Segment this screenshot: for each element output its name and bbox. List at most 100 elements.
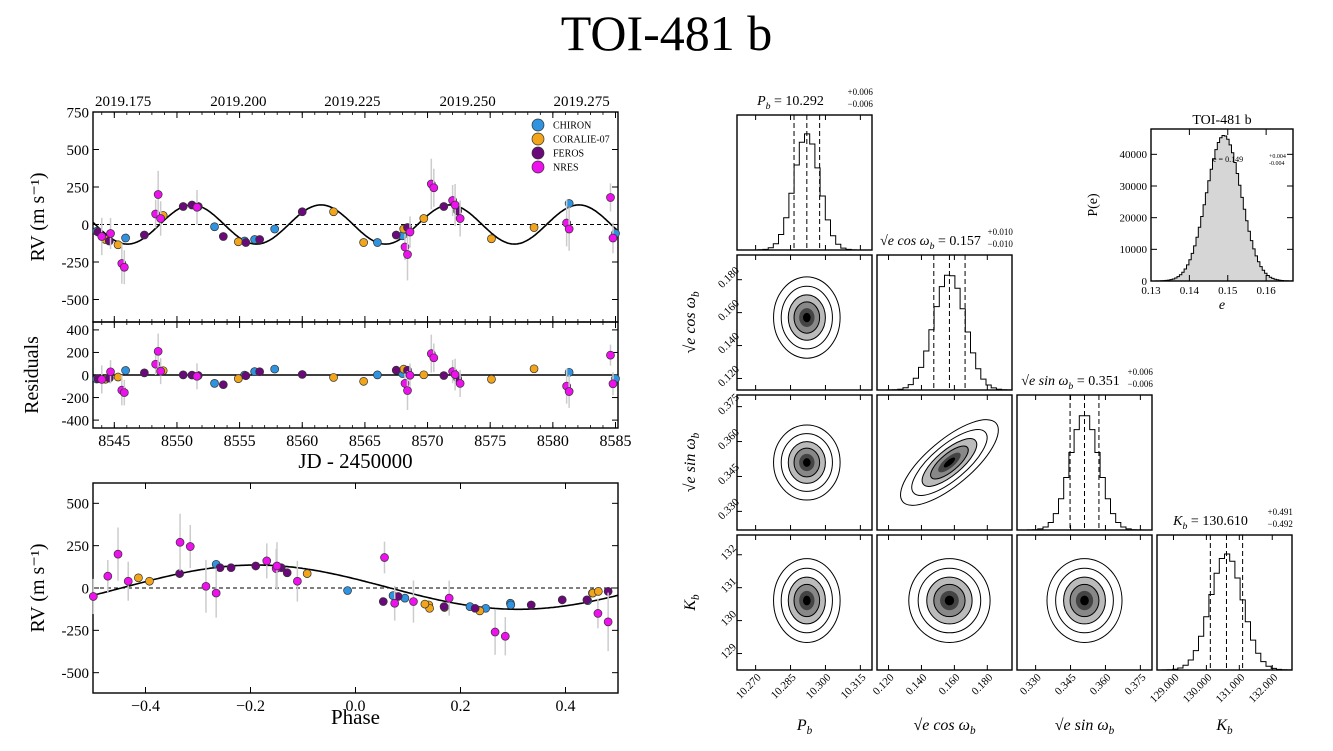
residual-point-feros [297, 370, 307, 379]
rv-point-nres [156, 214, 166, 223]
res-x-tick-label: 8555 [224, 433, 256, 450]
corner-x-tick-label: 10.315 [839, 671, 869, 701]
rv-point-feros [218, 232, 228, 241]
phase-point-feros [470, 603, 480, 613]
phase-point-nres [603, 617, 613, 627]
phase-y-tick-label: 250 [67, 539, 90, 555]
corner-contours [900, 419, 999, 506]
res-x-tick-label: 8545 [98, 433, 130, 450]
residual-point-chiron [121, 366, 130, 375]
corner-contours [773, 276, 841, 359]
residual-point-feros [241, 371, 251, 381]
rv-point-nres [455, 214, 465, 223]
corner-y-tick-label: 0.345 [716, 461, 742, 487]
residual-point-feros [391, 365, 401, 375]
top-axis-label: 2019.225 [324, 94, 380, 110]
corner-x-tick-label: 0.180 [969, 671, 995, 697]
residual-point-feros [178, 370, 188, 380]
phase-point-nres [444, 593, 454, 603]
phase-y-tick-label: 0 [82, 581, 90, 597]
corner-y-tick-label: 0.160 [716, 297, 742, 323]
ecc-y-tick-label: 40000 [1120, 149, 1148, 161]
legend-marker-chiron [531, 118, 545, 132]
phase-point-coralie-07 [420, 599, 430, 609]
corner-x-axis-label: Pb [796, 717, 813, 737]
ecc-y-tick-label: 20000 [1120, 213, 1148, 225]
phase-point-nres [262, 556, 272, 566]
rv-point-chiron [121, 233, 130, 243]
rv-y-tick-label: 0 [82, 218, 90, 234]
legend-label-chiron: CHIRON [553, 121, 591, 132]
rv-y-tick-label: -500 [62, 293, 90, 309]
phase-point-coralie-07 [145, 576, 154, 586]
phase-point-nres [175, 537, 185, 547]
corner-x-axis-label: √e cos ωb [913, 717, 976, 737]
corner-x-tick-label: 129.000 [1148, 671, 1182, 705]
contour-level [1080, 595, 1089, 606]
legend-marker-nres [531, 160, 545, 174]
rv-y-tick-label: 750 [67, 105, 90, 121]
corner-err-minus: −0.492 [1268, 519, 1293, 529]
corner-contours [773, 424, 841, 501]
phase-point-nres [390, 598, 400, 608]
corner-title: √e cos ωb = 0.157 [880, 234, 981, 252]
phase-point-feros [215, 563, 225, 573]
phase-point-nres [103, 571, 113, 581]
ecc-x-tick-label: 0.14 [1180, 285, 1200, 297]
legend-marker-coralie-07 [531, 132, 545, 146]
residual-point-chiron [373, 370, 382, 380]
rv-point-nres [429, 183, 439, 193]
corner-x-tick-label: 10.270 [734, 671, 764, 701]
rv-point-chiron [270, 224, 280, 234]
phase-x-tick-label: 0.2 [451, 698, 471, 715]
residual-point-nres [455, 379, 465, 388]
corner-x-tick-label: 0.345 [1053, 671, 1079, 697]
rv-point-coralie-07 [233, 237, 243, 247]
phase-point-feros [175, 569, 184, 578]
rv-y-tick-label: 250 [67, 180, 90, 196]
residual-point-nres [429, 353, 439, 363]
corner-x-tick-label: 0.360 [1088, 671, 1114, 697]
residual-point-feros [255, 367, 264, 377]
phase-point-nres [201, 581, 211, 591]
rv-point-coralie-07 [419, 214, 429, 223]
corner-err-plus: +0.006 [1128, 367, 1154, 377]
eccentricity-annotation-err: -0.004 [1269, 161, 1285, 167]
rv-point-nres [608, 233, 618, 243]
rv-point-coralie-07 [529, 223, 539, 232]
eccentricity-x-label: e [1219, 298, 1225, 313]
residual-point-nres [153, 346, 163, 356]
ecc-x-tick-label: 0.16 [1257, 285, 1277, 297]
corner-title: √e sin ωb = 0.351 [1021, 374, 1119, 392]
corner-title: Kb = 130.610 [1172, 514, 1248, 532]
rv-point-feros [241, 238, 251, 247]
residual-point-nres [450, 370, 460, 379]
ecc-x-tick-label: 0.15 [1218, 285, 1238, 297]
phase-point-feros [226, 563, 236, 573]
residual-point-nres [97, 375, 107, 384]
top-axis-label: 2019.250 [440, 94, 496, 110]
corner-y-tick-label: 0.330 [716, 496, 742, 522]
corner-y-axis-label: √e cos ωb [682, 291, 702, 354]
corner-err-minus: −0.010 [988, 239, 1014, 249]
rv-point-feros [178, 202, 188, 211]
phase-point-nres [293, 576, 302, 586]
rv-point-nres [106, 229, 115, 238]
phase-point-nres [113, 549, 123, 559]
phase-point-feros [439, 602, 449, 611]
phase-point-feros [378, 597, 388, 606]
rv-point-feros [140, 230, 149, 240]
contour-level [802, 312, 811, 323]
corner-panel-2-0 [736, 394, 873, 531]
res-y-tick-label: -200 [62, 391, 90, 407]
residual-point-coralie-07 [419, 370, 429, 380]
corner-x-axis-label: Kb [1215, 717, 1233, 737]
ecc-y-tick-label: 0 [1142, 276, 1148, 288]
contour-level [944, 595, 955, 606]
phase-point-nres [380, 553, 389, 562]
ecc-y-tick-label: 10000 [1120, 244, 1148, 256]
corner-y-tick-label: 0.180 [716, 264, 742, 290]
residual-point-nres [608, 379, 618, 389]
corner-y-tick-label: 0.120 [716, 363, 742, 389]
